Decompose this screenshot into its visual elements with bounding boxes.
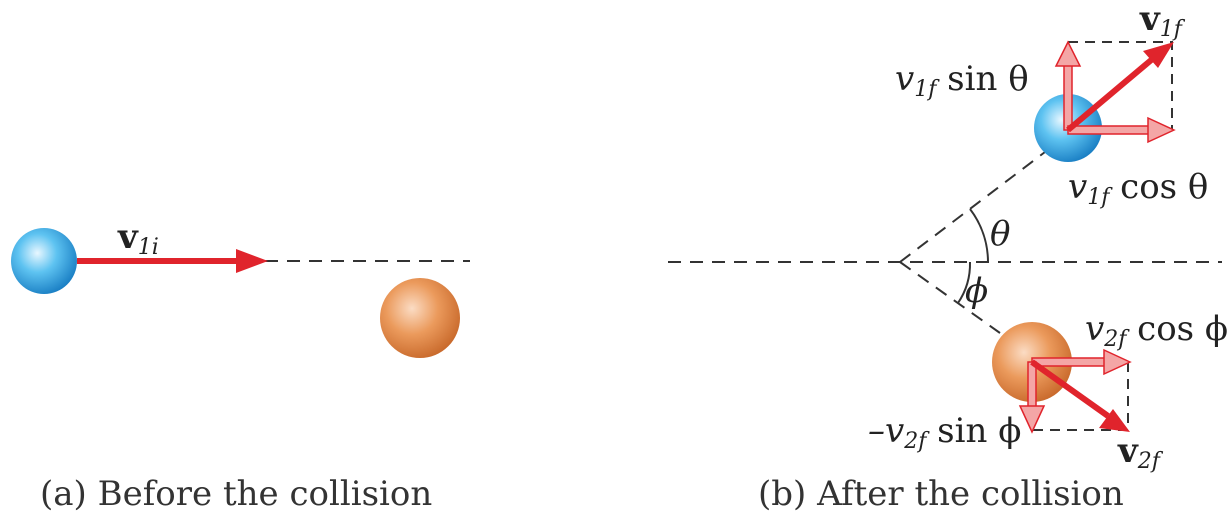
v1f-cos-label: v1f cos θ bbox=[1068, 167, 1208, 210]
v1f-sin-component-arrow bbox=[1054, 40, 1082, 131]
orange-ball-before bbox=[380, 278, 460, 358]
theta-arc bbox=[969, 208, 989, 263]
phi-arc bbox=[957, 261, 972, 304]
panel-b: θ ϕ v1f v1f sin θ v1f cos θ bbox=[668, 0, 1228, 514]
v1f-arrow bbox=[1066, 42, 1174, 133]
v1f-label: v1f bbox=[1139, 0, 1186, 42]
v2f-arrow bbox=[1030, 359, 1130, 432]
theta-label: θ bbox=[990, 214, 1010, 254]
v1i-label: v1i bbox=[117, 217, 159, 260]
v2f-label: v2f bbox=[1117, 431, 1164, 474]
v2f-sin-component-arrow bbox=[1018, 361, 1046, 434]
v1f-cos-component-arrow bbox=[1067, 116, 1176, 144]
v2f-cos-label: v2f cos ϕ bbox=[1085, 309, 1228, 352]
panel-a: v1i (a) Before the collision bbox=[11, 217, 470, 514]
blue-ball-before bbox=[11, 228, 77, 294]
path-ball1-dashed bbox=[899, 151, 1046, 263]
caption-a: (a) Before the collision bbox=[40, 474, 432, 514]
v1i-arrow bbox=[77, 249, 268, 273]
v1f-sin-label: v1f sin θ bbox=[895, 59, 1029, 102]
phi-label: ϕ bbox=[965, 271, 988, 311]
caption-b: (b) After the collision bbox=[758, 474, 1124, 514]
v1f-component-box bbox=[1068, 41, 1173, 130]
v2f-sin-label: –v2f sin ϕ bbox=[868, 411, 1021, 454]
